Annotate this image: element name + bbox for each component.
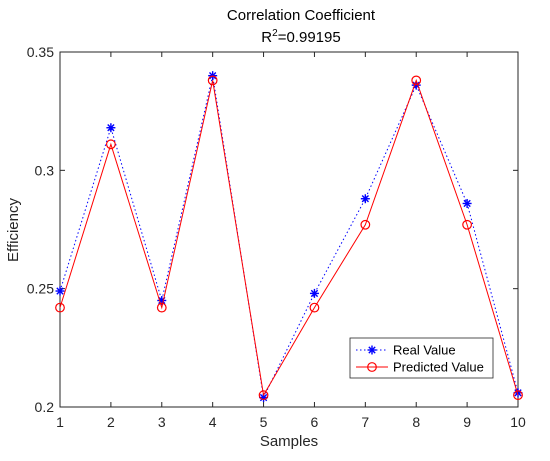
legend-label: Predicted Value (393, 360, 484, 375)
y-axis: 0.2 0.25 0.3 0.35 (27, 44, 518, 415)
data-point (106, 123, 116, 133)
x-tick-label: 4 (209, 414, 217, 430)
data-point (105, 139, 116, 150)
data-point (55, 302, 65, 313)
data-point (258, 390, 269, 401)
legend-entries: Real Value Predicted Value (356, 343, 484, 375)
data-point (309, 302, 320, 313)
legend-marker (367, 362, 377, 372)
data-point (156, 302, 167, 313)
data-point (462, 198, 472, 208)
x-tick-label: 7 (361, 414, 369, 430)
legend-entry: Predicted Value (356, 360, 484, 375)
x-tick-label: 5 (260, 414, 268, 430)
x-tick-label: 3 (158, 414, 166, 430)
legend-entry: Real Value (356, 343, 456, 358)
chart-title: Correlation Coefficient (227, 7, 376, 24)
x-axis-title: Samples (260, 433, 318, 450)
data-point (309, 288, 319, 298)
x-tick-label: 10 (510, 414, 526, 430)
data-point (513, 390, 523, 401)
y-axis-title: Efficiency (5, 198, 22, 262)
x-tick-label: 9 (463, 414, 471, 430)
x-tick-label: 1 (56, 414, 64, 430)
y-tick-label: 0.35 (27, 44, 54, 60)
data-point (207, 75, 218, 86)
y-tick-label: 0.3 (35, 162, 55, 178)
x-tick-label: 6 (311, 414, 319, 430)
series-1 (55, 71, 523, 403)
data-point (411, 75, 422, 86)
y-tick-label: 0.25 (27, 281, 54, 297)
series-line (59, 75, 519, 400)
series-2 (55, 75, 523, 401)
data-point (360, 194, 370, 204)
data-point (462, 219, 473, 230)
series-line (59, 78, 519, 397)
subtitle-superscript: 2 (272, 28, 278, 39)
x-axis: 1 2 3 4 5 6 7 8 9 10 (56, 52, 526, 430)
subtitle-value: =0.99195 (278, 29, 341, 46)
legend: Real Value Predicted Value (349, 337, 494, 379)
x-tick-label: 8 (412, 414, 420, 430)
data-point (55, 286, 65, 296)
data-point (360, 219, 371, 230)
legend-marker (367, 345, 377, 355)
subtitle-prefix: R (261, 29, 272, 46)
x-tick-label: 2 (107, 414, 115, 430)
series-layer (55, 71, 523, 403)
legend-label: Real Value (393, 343, 456, 358)
chart-subtitle: R2=0.99195 (261, 28, 340, 46)
y-tick-label: 0.2 (35, 399, 55, 415)
data-point (513, 388, 523, 398)
